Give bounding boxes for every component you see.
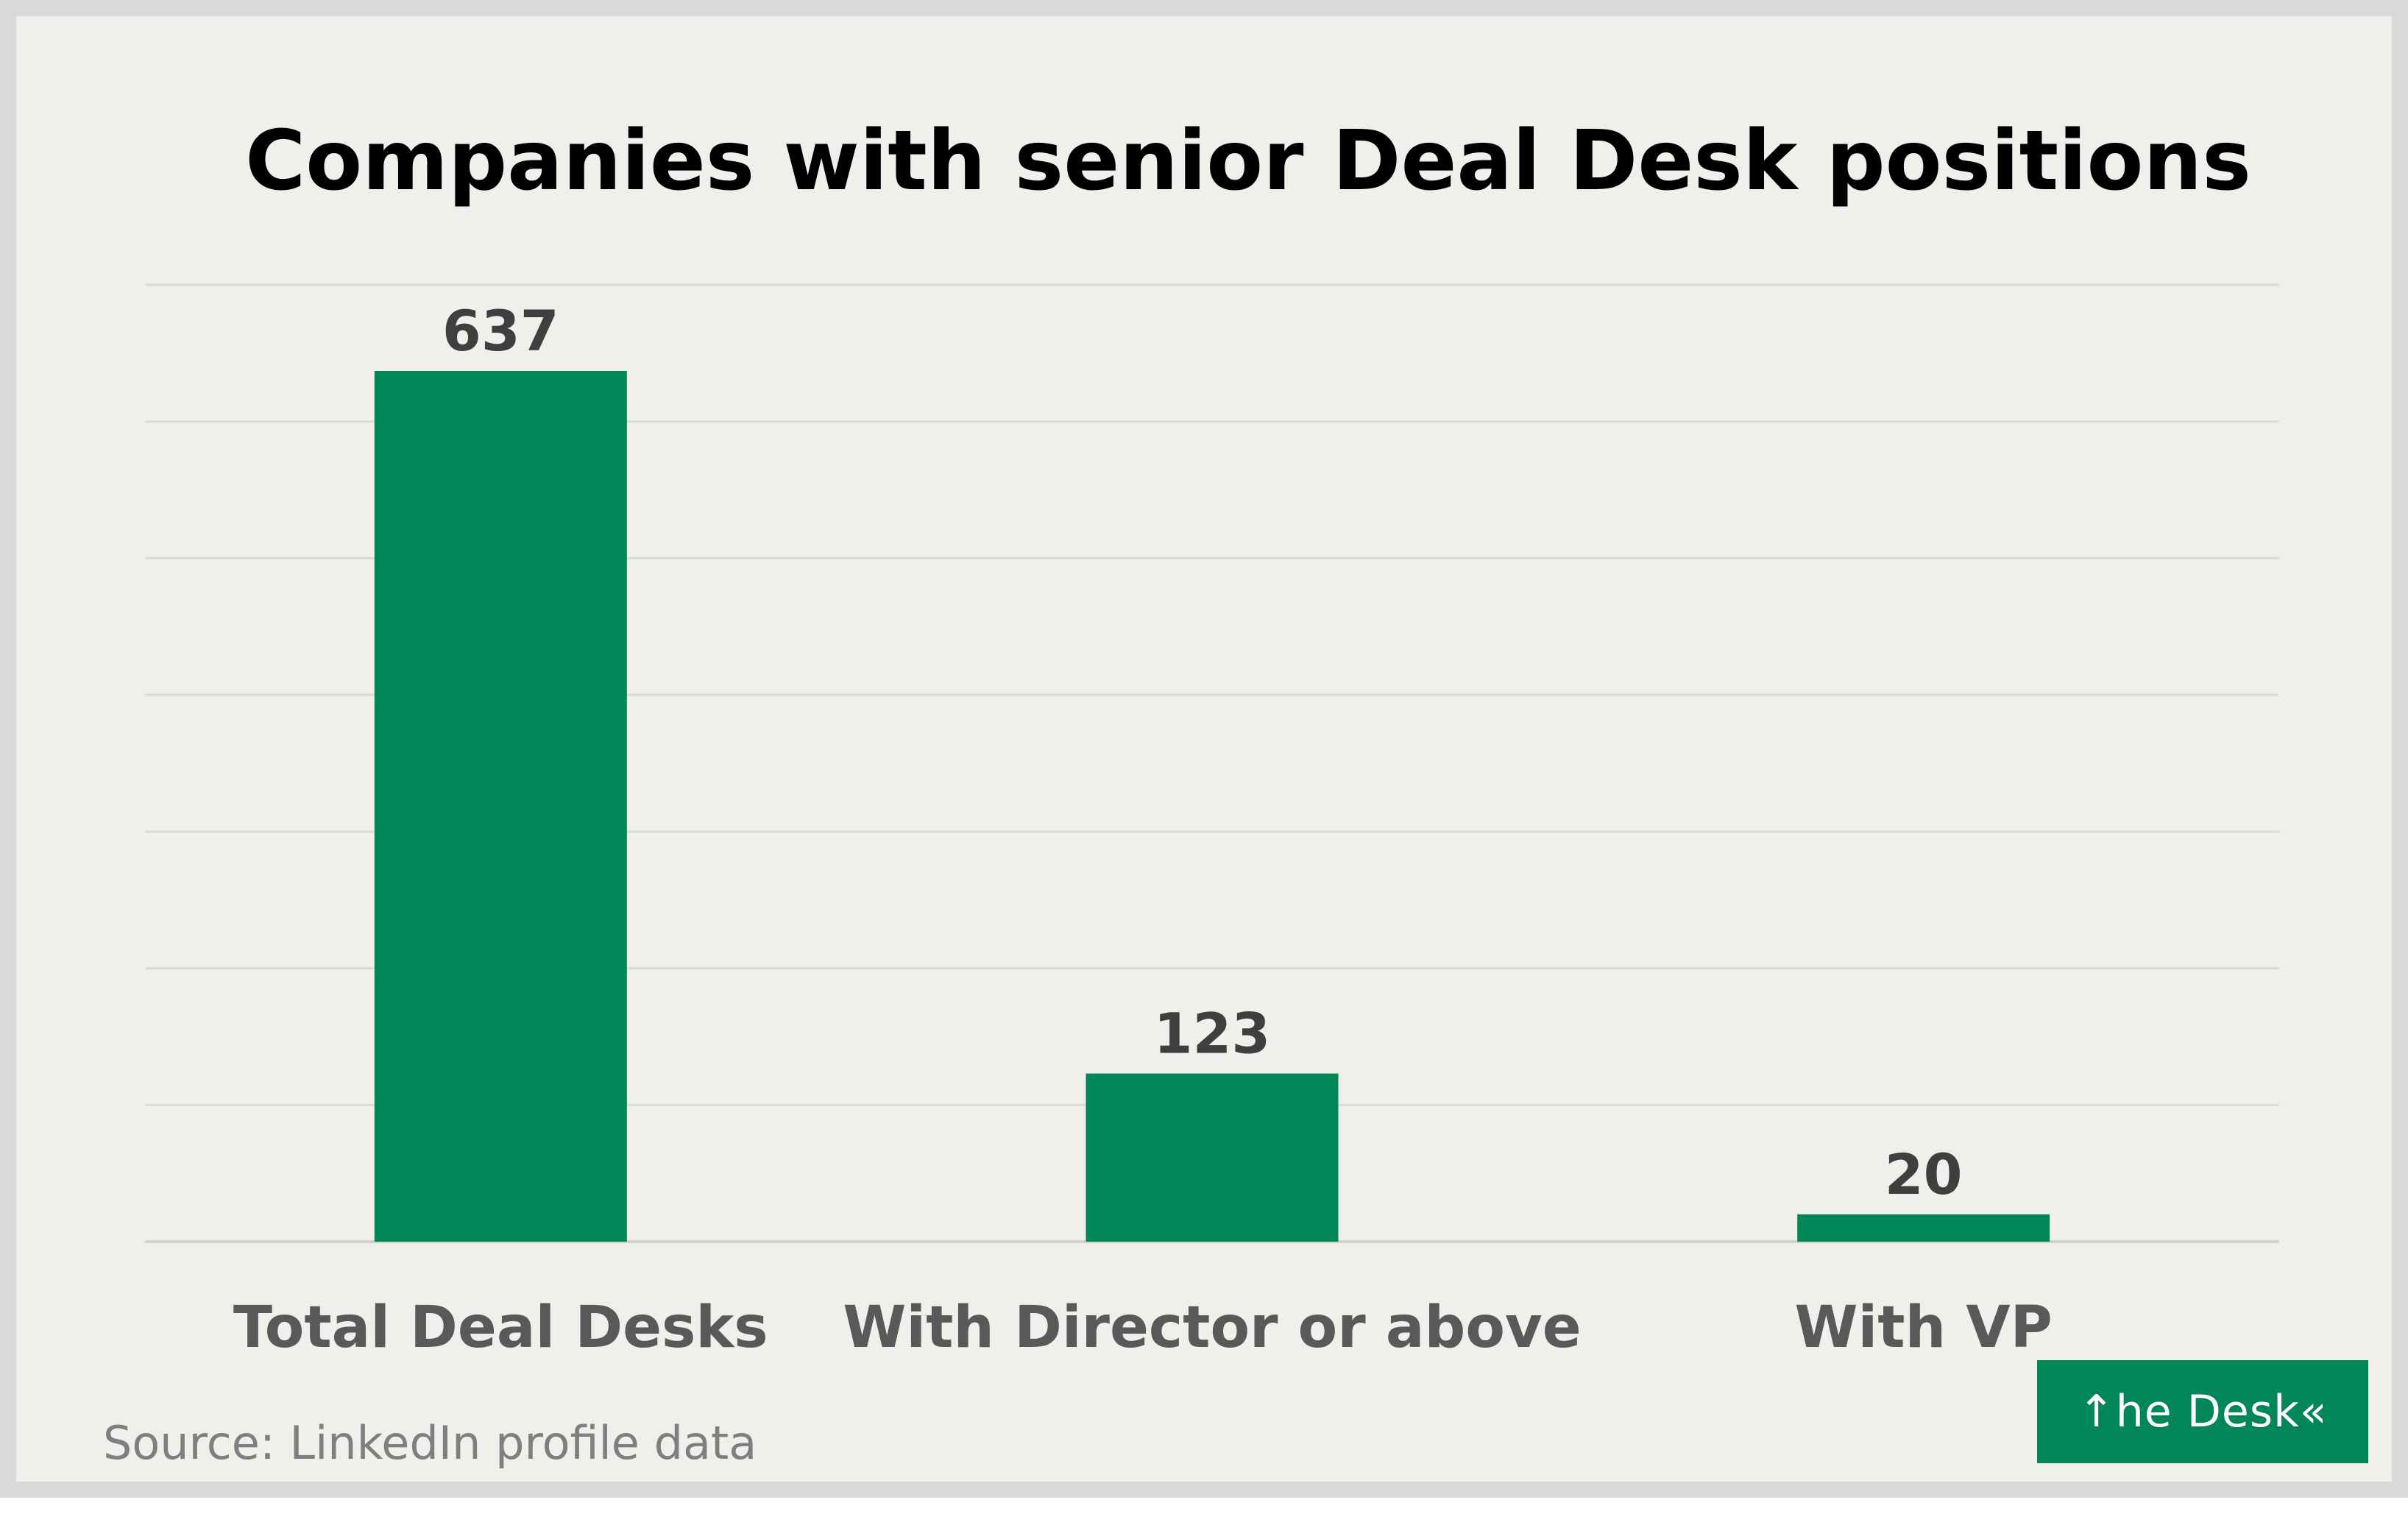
chart-title: Companies with senior Deal Desk position…: [245, 113, 2251, 209]
category-labels: Total Deal Desks With Director or above Wi…: [233, 1295, 2053, 1361]
source-note: Source: LinkedIn profile data: [103, 1416, 757, 1470]
data-label: 637: [442, 298, 559, 364]
bars: [374, 371, 2050, 1242]
data-label: 123: [1154, 1001, 1271, 1066]
brand-logo: ↑he Desk«: [2037, 1360, 2368, 1463]
brand-logo-text: ↑he Desk«: [2078, 1386, 2328, 1437]
data-labels: 637 123 20: [442, 298, 1963, 1207]
bar: [374, 371, 627, 1242]
category-label: With Director or above: [843, 1295, 1581, 1361]
category-label: Total Deal Desks: [233, 1295, 768, 1361]
bar-chart: Companies with senior Deal Desk position…: [103, 113, 2279, 1470]
bar: [1086, 1073, 1339, 1242]
category-label: With VP: [1795, 1295, 2053, 1361]
bar: [1797, 1214, 2050, 1242]
data-label: 20: [1885, 1142, 1963, 1207]
